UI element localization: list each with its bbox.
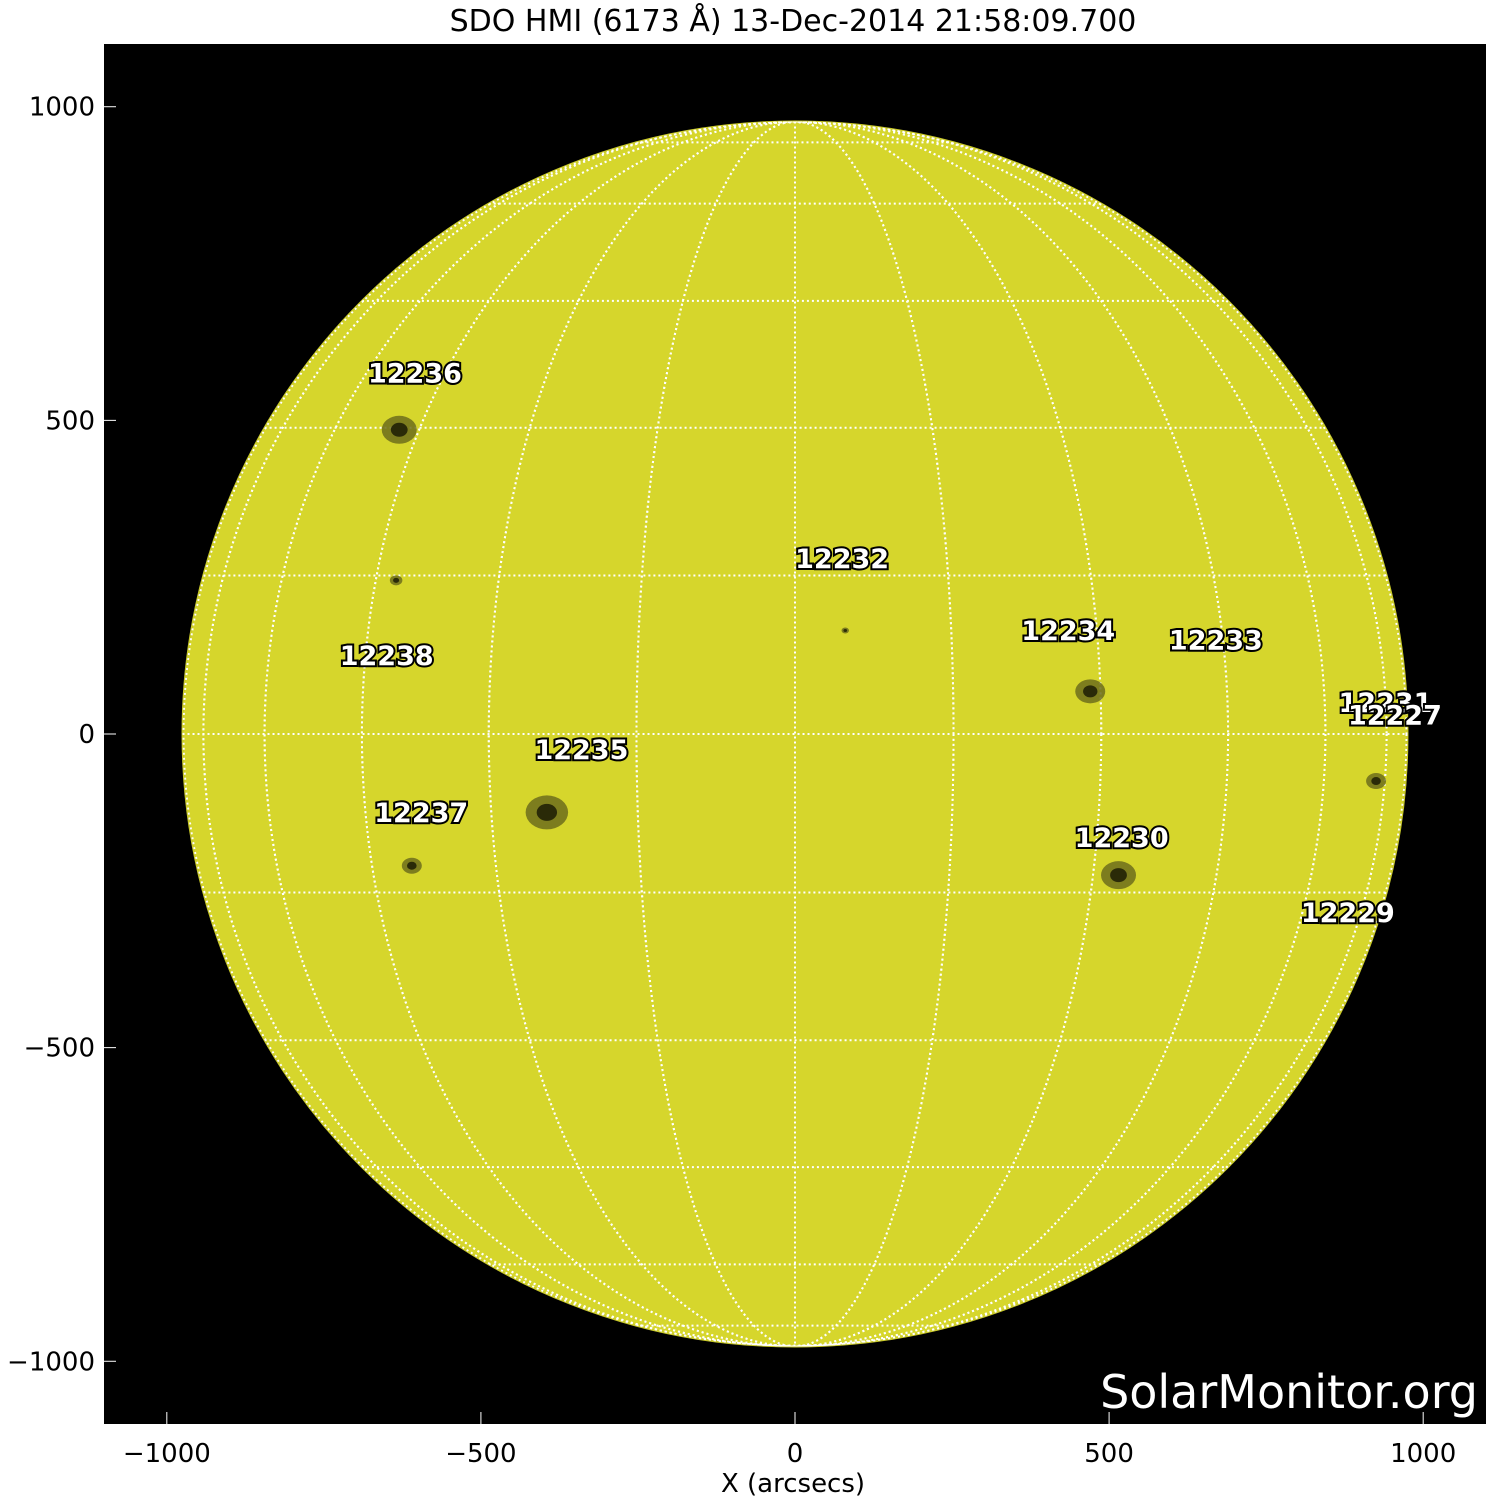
x-tick-label: 1000 [1390, 1439, 1456, 1469]
y-tick-label: 500 [45, 406, 95, 436]
y-axis: 1000 500 0 −500 −1000 [7, 93, 116, 1377]
sunspot-umbra [390, 422, 408, 437]
x-tick-label: 500 [1084, 1439, 1134, 1469]
y-tick-label: 1000 [29, 93, 95, 123]
x-tick-label: −1000 [123, 1439, 211, 1469]
active-region-label: 12234 [1021, 616, 1115, 647]
active-region-label: 12227 [1348, 701, 1442, 732]
active-region-label: 12232 [795, 544, 889, 575]
active-region-label: 12231 [1339, 688, 1433, 719]
sunspot-umbra [1083, 685, 1098, 698]
sunspot-group [381, 415, 1387, 890]
longitude-line [487, 121, 1103, 1347]
watermark: SolarMonitor.org [1100, 1365, 1478, 1419]
sunspot-umbra [843, 629, 848, 632]
y-tick-label: −1000 [7, 1347, 95, 1377]
x-tick-label: 0 [787, 1439, 804, 1469]
longitude-line [360, 121, 1230, 1347]
y-tick-label: −500 [24, 1034, 95, 1064]
active-region-label: 12238 [340, 641, 434, 672]
figure-title: SDO HMI (6173 Å) 13-Dec-2014 21:58:09.70… [450, 3, 1137, 39]
y-tick-label: 0 [78, 720, 95, 750]
sunspot-umbra [407, 861, 417, 870]
active-region-label: 12229 [1301, 898, 1395, 929]
longitude-line [202, 121, 1388, 1347]
active-region-label: 12237 [374, 798, 468, 829]
sunspot-umbra [1110, 868, 1127, 883]
longitude-line [263, 121, 1327, 1347]
active-region-label: 12235 [534, 735, 628, 766]
sunspot-umbra [1371, 777, 1381, 786]
active-region-label: 12236 [368, 359, 462, 390]
sunspot-umbra [393, 577, 400, 583]
x-axis: −1000 −500 0 500 1000 [123, 1412, 1456, 1469]
longitude-line [635, 121, 955, 1347]
heliographic-grid [182, 121, 1408, 1347]
sunspot-umbra [536, 803, 558, 821]
active-region-label: 12233 [1169, 625, 1263, 656]
x-axis-label: X (arcsecs) [721, 1469, 865, 1499]
x-tick-label: −500 [445, 1439, 516, 1469]
active-region-label: 12230 [1075, 823, 1169, 854]
limb-line [182, 121, 1408, 1347]
